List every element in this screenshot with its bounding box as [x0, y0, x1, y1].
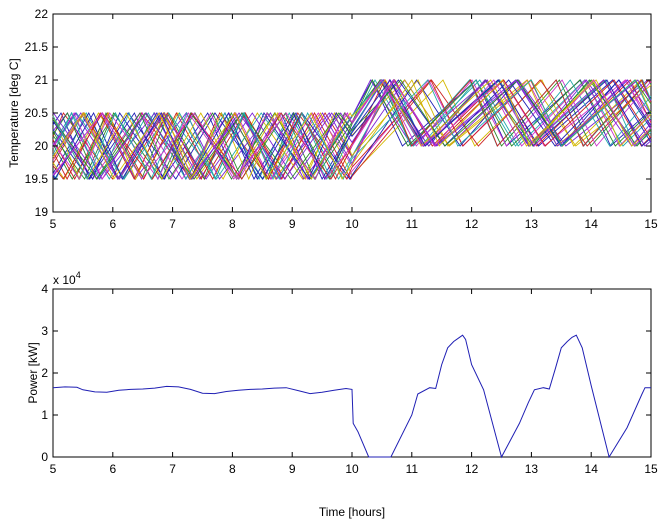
temperature-x-tick-label: 13	[525, 217, 539, 231]
power-x-tick-label: 9	[289, 462, 296, 476]
power-x-axis-label: Time [hours]	[319, 505, 385, 519]
temperature-series-line	[52, 79, 652, 180]
temperature-x-tick-label: 9	[289, 217, 296, 231]
power-series-line	[52, 334, 651, 459]
power-y-tick-label: 3	[41, 324, 48, 338]
power-x-tick-label: 15	[644, 462, 658, 476]
temperature-series-line	[52, 79, 652, 180]
temperature-x-tick-label: 5	[50, 217, 57, 231]
temperature-y-tick-label: 20.5	[25, 106, 49, 120]
power-y-axis-label: Power [kW]	[26, 342, 40, 403]
power-x-tick-label: 13	[525, 462, 539, 476]
temperature-x-tick-label: 6	[109, 217, 116, 231]
temperature-x-tick-label: 14	[585, 217, 599, 231]
temperature-series-line	[52, 79, 652, 180]
power-y-tick-label: 2	[41, 366, 48, 380]
power-y-ticks: 0 1 2 3 4	[41, 282, 651, 464]
temperature-x-tick-label: 10	[345, 217, 359, 231]
power-plot-area	[52, 288, 652, 458]
temperature-x-tick-label: 12	[465, 217, 479, 231]
power-x-tick-label: 12	[465, 462, 479, 476]
power-x-tick-label: 14	[585, 462, 599, 476]
temperature-y-tick-label: 20	[35, 139, 49, 153]
temperature-series-line	[52, 79, 652, 180]
temperature-series-line	[52, 78, 652, 180]
temperature-x-tick-label: 11	[406, 217, 419, 231]
power-y-tick-label: 1	[41, 408, 48, 422]
power-series-group	[52, 334, 651, 459]
power-y-tick-label: 4	[41, 282, 48, 296]
temperature-y-tick-label: 21.5	[25, 40, 49, 54]
power-x-tick-label: 8	[229, 462, 236, 476]
temperature-series-line	[52, 79, 652, 180]
temperature-series-line	[52, 79, 652, 180]
temperature-series-line	[52, 79, 652, 180]
temperature-series-line	[52, 79, 652, 180]
temperature-chart: 5 6 7 8 9 10 11 12 13 14 15 19 19.5 20 20.5 21 21.5 22 T…	[7, 7, 658, 231]
power-exponent-power: 4	[76, 270, 81, 280]
temperature-y-tick-label: 19	[35, 205, 49, 219]
temperature-series-line	[52, 79, 652, 180]
temperature-x-tick-label: 7	[169, 217, 176, 231]
temperature-series-line	[52, 79, 652, 180]
temperature-y-tick-label: 19.5	[25, 172, 49, 186]
temperature-series-line	[52, 79, 652, 181]
power-y-tick-label: 0	[41, 450, 48, 464]
temperature-series-line	[52, 79, 652, 180]
temperature-x-ticks: 5 6 7 8 9 10 11 12 13 14 15	[50, 14, 658, 231]
temperature-series-line	[52, 79, 652, 181]
temperature-x-tick-label: 8	[229, 217, 236, 231]
power-x-tick-label: 5	[50, 462, 57, 476]
power-x-tick-label: 7	[169, 462, 176, 476]
temperature-y-axis-label: Temperature [deg C]	[7, 58, 21, 167]
temperature-x-tick-label: 15	[644, 217, 658, 231]
power-x-tick-label: 10	[345, 462, 359, 476]
temperature-y-ticks: 19 19.5 20 20.5 21 21.5 22	[25, 7, 651, 219]
power-exponent-label: x 104	[53, 270, 81, 287]
temperature-y-tick-label: 21	[35, 73, 49, 87]
temperature-series-line	[52, 79, 652, 180]
power-x-tick-label: 6	[109, 462, 116, 476]
temperature-series-group	[52, 78, 652, 181]
power-x-ticks: 5 6 7 8 9 10 11 12 13 14 15	[50, 289, 658, 476]
temperature-y-tick-label: 22	[35, 7, 49, 21]
power-x-tick-label: 11	[406, 462, 419, 476]
